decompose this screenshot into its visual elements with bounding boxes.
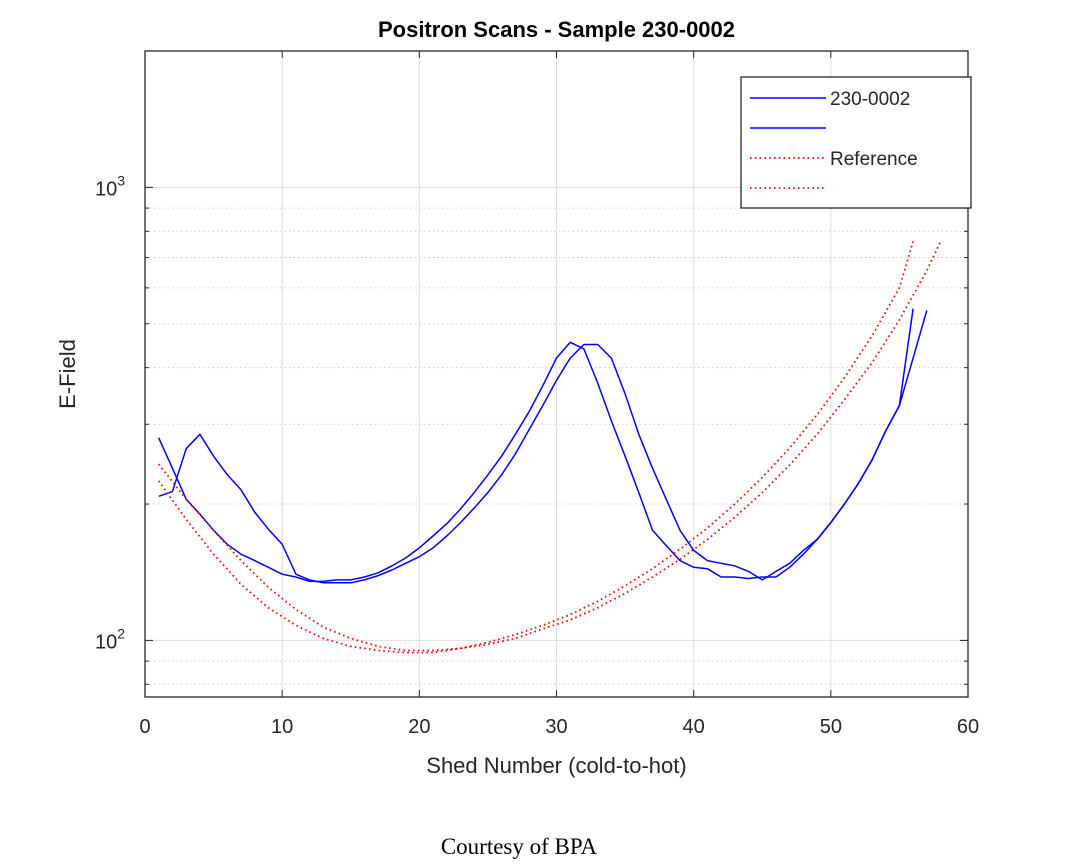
legend: 230-0002 Reference (740, 76, 972, 209)
series-layer (157, 241, 942, 654)
legend-box (740, 76, 972, 209)
tick-layer: 0 10 20 30 40 50 60 102 103 (95, 51, 979, 738)
series-line-3 (157, 241, 914, 652)
legend-label: Reference (830, 149, 918, 170)
series-line-1 (158, 308, 914, 583)
series-line-2 (158, 310, 928, 584)
y-tick-label: 103 (95, 172, 125, 200)
x-tick-label: 30 (545, 716, 567, 738)
chart-title: Positron Scans - Sample 230-0002 (378, 17, 735, 42)
y-tick-label: 102 (95, 625, 125, 653)
x-tick-label: 40 (683, 716, 705, 738)
image-caption: Courtesy of BPA (440, 834, 598, 859)
x-tick-label: 10 (271, 716, 293, 738)
series-line-4 (157, 241, 942, 654)
x-tick-label: 0 (139, 716, 150, 738)
x-tick-label: 60 (957, 716, 979, 738)
x-tick-label: 50 (820, 716, 842, 738)
legend-label: 230-0002 (830, 89, 910, 110)
x-axis-label: Shed Number (cold-to-hot) (426, 753, 686, 778)
y-axis-label: E-Field (55, 339, 80, 409)
x-tick-label: 20 (408, 716, 430, 738)
